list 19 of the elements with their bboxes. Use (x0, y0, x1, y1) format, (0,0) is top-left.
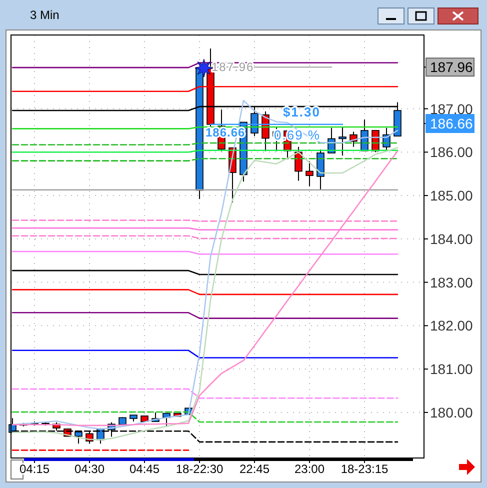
y-tick-label: 187.96 (430, 59, 474, 76)
y-tick-label: 186.00 (430, 144, 474, 160)
y-tick-label: 181.00 (430, 361, 474, 378)
x-tick-label: 18-22:30 (176, 462, 224, 476)
chart-title: 3 Min (30, 8, 60, 22)
y-tick-label: 182.00 (430, 318, 474, 334)
x-tick-label: 22:45 (239, 462, 270, 476)
y-tick-label: 186.66 (430, 116, 474, 132)
x-tick-label: 04:15 (19, 462, 50, 476)
x-tick-label: 04:45 (129, 462, 160, 476)
y-tick-label: 180.00 (430, 404, 474, 420)
y-tick-label: 187.00 (430, 100, 474, 117)
y-tick-label: 185.00 (430, 188, 474, 204)
x-tick-label: 23:00 (294, 462, 325, 476)
annotation: $1.30 (282, 104, 320, 120)
x-tick-label: 18-23:15 (340, 462, 389, 476)
y-tick-label: 183.00 (430, 274, 474, 290)
x-tick-label: 04:30 (74, 462, 105, 476)
y-tick-label: 184.00 (430, 230, 474, 247)
